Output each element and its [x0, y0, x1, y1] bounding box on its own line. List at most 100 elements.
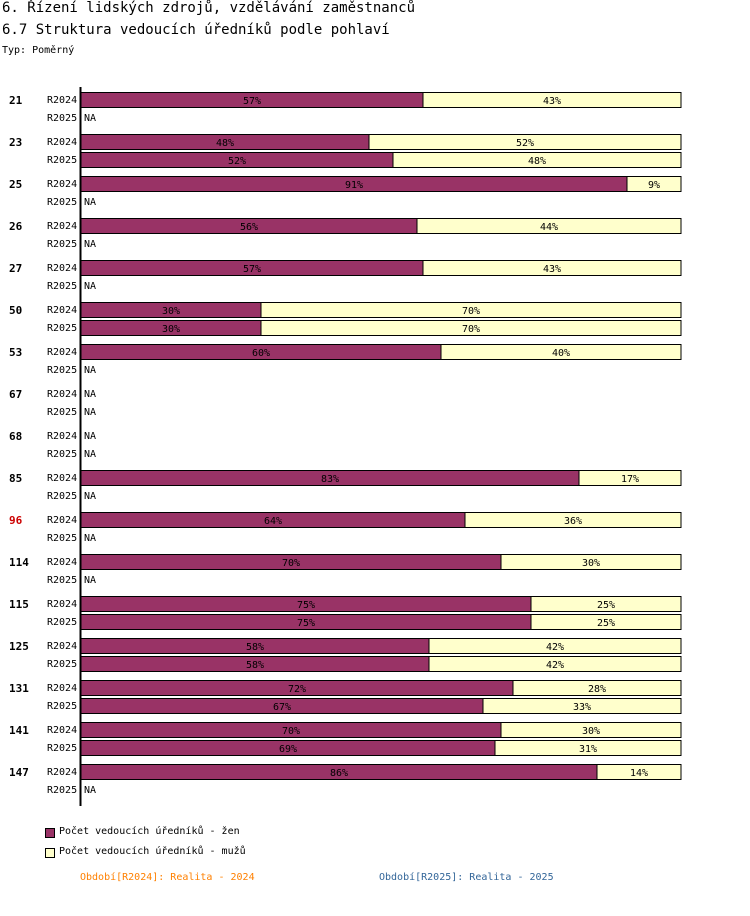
period-label-115-R2024: R2024	[47, 599, 77, 610]
legend-swatch-women	[45, 828, 55, 838]
period-label-53-R2024: R2024	[47, 347, 77, 358]
data-label-women-115-R2024: 75%	[297, 600, 315, 611]
group-label-23: 23	[9, 136, 22, 149]
bar-men-125-R2025	[428, 656, 682, 672]
na-label-67-R2025: NA	[84, 407, 96, 418]
legend-label-women: Počet vedoucích úředníků - žen	[59, 826, 240, 837]
data-label-women-27-R2024: 57%	[243, 264, 261, 275]
data-label-women-53-R2024: 60%	[252, 348, 270, 359]
period-label-147-R2024: R2024	[47, 767, 77, 778]
group-label-131: 131	[9, 682, 29, 695]
period-label-96-R2025: R2025	[47, 533, 77, 544]
na-label-85-R2025: NA	[84, 491, 96, 502]
data-label-men-141-R2025: 31%	[579, 744, 597, 755]
bar-men-53-R2024	[440, 344, 682, 360]
data-label-men-23-R2025: 48%	[528, 156, 546, 167]
period-label-114-R2024: R2024	[47, 557, 77, 568]
na-label-27-R2025: NA	[84, 281, 96, 292]
bar-men-85-R2024	[578, 470, 682, 486]
bar-men-125-R2024	[428, 638, 682, 654]
bar-men-50-R2025	[260, 320, 682, 336]
na-label-114-R2025: NA	[84, 575, 96, 586]
group-label-50: 50	[9, 304, 22, 317]
legend-swatch-men	[45, 848, 55, 858]
period-label-125-R2025: R2025	[47, 659, 77, 670]
period-label-68-R2024: R2024	[47, 431, 77, 442]
period-label-114-R2025: R2025	[47, 575, 77, 586]
data-label-men-53-R2024: 40%	[552, 348, 570, 359]
data-label-men-85-R2024: 17%	[621, 474, 639, 485]
bar-men-26-R2024	[416, 218, 682, 234]
na-label-25-R2025: NA	[84, 197, 96, 208]
bar-men-27-R2024	[422, 260, 682, 276]
data-label-women-141-R2024: 70%	[282, 726, 300, 737]
period-label-23-R2025: R2025	[47, 155, 77, 166]
group-label-27: 27	[9, 262, 22, 275]
period-label-21-R2024: R2024	[47, 95, 77, 106]
group-label-125: 125	[9, 640, 29, 653]
bar-men-147-R2024	[596, 764, 682, 780]
period-label-23-R2024: R2024	[47, 137, 77, 148]
data-label-men-131-R2024: 28%	[588, 684, 606, 695]
period-label-25-R2024: R2024	[47, 179, 77, 190]
bar-men-131-R2024	[512, 680, 682, 696]
data-label-women-114-R2024: 70%	[282, 558, 300, 569]
group-label-21: 21	[9, 94, 23, 107]
group-label-67: 67	[9, 388, 22, 401]
na-label-26-R2025: NA	[84, 239, 96, 250]
na-label-68-R2024: NA	[84, 431, 96, 442]
period-label-141-R2025: R2025	[47, 743, 77, 754]
data-label-men-50-R2024: 70%	[462, 306, 480, 317]
data-label-men-141-R2024: 30%	[582, 726, 600, 737]
data-label-men-21-R2024: 43%	[543, 96, 561, 107]
data-label-women-50-R2025: 30%	[162, 324, 180, 335]
group-label-114: 114	[9, 556, 29, 569]
data-label-women-26-R2024: 56%	[240, 222, 258, 233]
bar-men-141-R2025	[494, 740, 682, 756]
data-label-women-131-R2025: 67%	[273, 702, 291, 713]
period-label-125-R2024: R2024	[47, 641, 77, 652]
period-label-115-R2025: R2025	[47, 617, 77, 628]
data-label-men-27-R2024: 43%	[543, 264, 561, 275]
period-label-68-R2025: R2025	[47, 449, 77, 460]
data-label-women-131-R2024: 72%	[288, 684, 306, 695]
bar-men-23-R2025	[392, 152, 682, 168]
period-label-26-R2025: R2025	[47, 239, 77, 250]
period-label-131-R2024: R2024	[47, 683, 77, 694]
na-label-53-R2025: NA	[84, 365, 96, 376]
bar-men-115-R2025	[530, 614, 682, 630]
bar-men-23-R2024	[368, 134, 682, 150]
period-label-147-R2025: R2025	[47, 785, 77, 796]
group-label-147: 147	[9, 766, 29, 779]
data-label-women-147-R2024: 86%	[330, 768, 348, 779]
data-label-women-141-R2025: 69%	[279, 744, 297, 755]
data-label-women-50-R2024: 30%	[162, 306, 180, 317]
chart-type-label: Typ: Poměrný	[2, 45, 75, 56]
footer-period-2024: Období[R2024]: Realita - 2024	[80, 872, 255, 883]
page-title: 6. Řízení lidských zdrojů, vzdělávání za…	[2, 0, 416, 16]
bar-men-50-R2024	[260, 302, 682, 318]
group-label-26: 26	[9, 220, 23, 233]
footer-period-2025: Období[R2025]: Realita - 2025	[379, 872, 554, 883]
group-label-141: 141	[9, 724, 29, 737]
na-label-147-R2025: NA	[84, 785, 96, 796]
data-label-men-26-R2024: 44%	[540, 222, 558, 233]
bar-men-25-R2024	[626, 176, 682, 192]
data-label-men-125-R2025: 42%	[546, 660, 564, 671]
data-label-men-147-R2024: 14%	[630, 768, 648, 779]
na-label-21-R2025: NA	[84, 113, 96, 124]
group-label-85: 85	[9, 472, 22, 485]
data-label-women-125-R2024: 58%	[246, 642, 264, 653]
period-label-27-R2025: R2025	[47, 281, 77, 292]
na-label-67-R2024: NA	[84, 389, 96, 400]
bar-men-115-R2024	[530, 596, 682, 612]
group-label-115: 115	[9, 598, 29, 611]
period-label-25-R2025: R2025	[47, 197, 77, 208]
data-label-men-131-R2025: 33%	[573, 702, 591, 713]
data-label-women-85-R2024: 83%	[321, 474, 339, 485]
data-label-women-23-R2024: 48%	[216, 138, 234, 149]
period-label-141-R2024: R2024	[47, 725, 77, 736]
group-label-53: 53	[9, 346, 22, 359]
